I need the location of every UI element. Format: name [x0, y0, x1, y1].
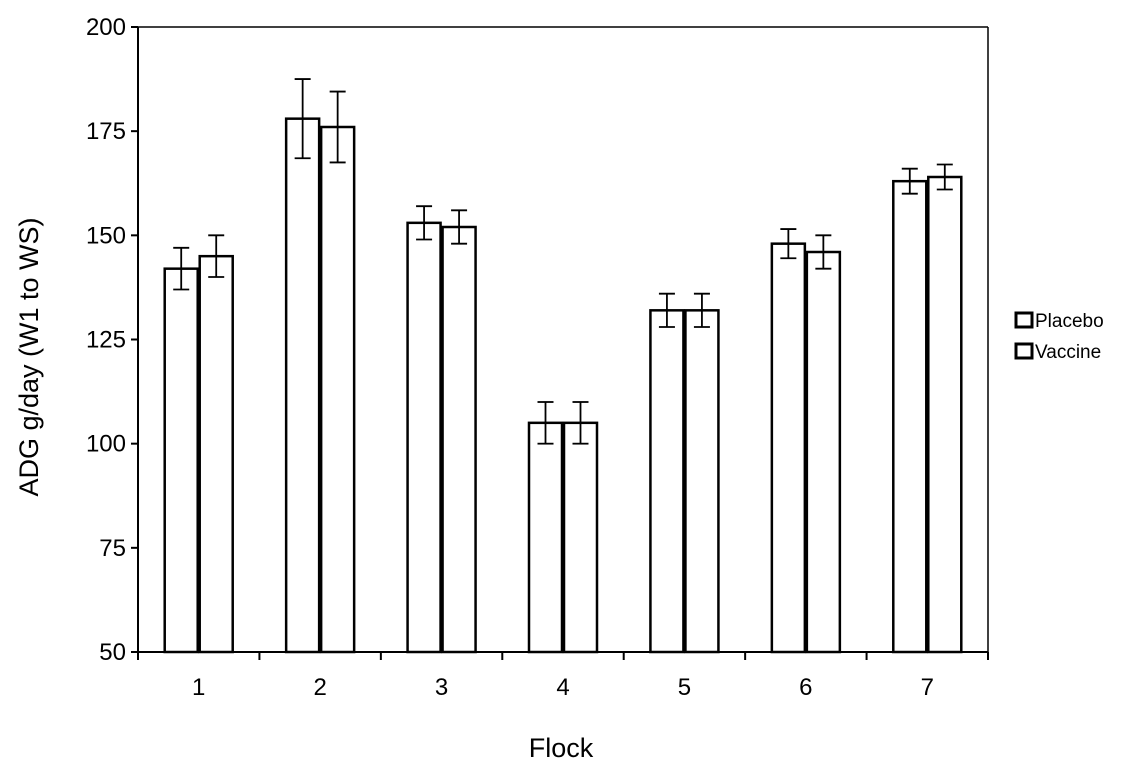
- x-tick-label: 1: [192, 674, 205, 701]
- error-bar: [780, 228, 797, 260]
- error-bar: [815, 234, 832, 270]
- error-bar: [329, 90, 346, 164]
- error-bar: [416, 205, 433, 241]
- x-axis-label: Flock: [529, 733, 594, 763]
- plot-frame: [138, 26, 989, 652]
- error-bar: [451, 209, 468, 245]
- error-bar: [294, 78, 311, 160]
- bar: [927, 175, 963, 654]
- bar: [319, 125, 356, 654]
- error-bar: [572, 401, 589, 445]
- legend-label: Vaccine: [1035, 342, 1101, 363]
- error-bar: [537, 401, 554, 445]
- bar: [163, 267, 199, 654]
- y-axis: 50 75 100 125 150 175 200: [86, 14, 139, 666]
- error-bar: [658, 292, 675, 328]
- bars-group: [163, 117, 963, 654]
- bar: [562, 421, 599, 654]
- error-bar: [693, 292, 710, 328]
- y-axis-label: ADG g/day (W1 to WS): [14, 217, 44, 496]
- y-tick-label: 175: [86, 118, 126, 145]
- y-tick-label: 100: [86, 431, 126, 458]
- x-tick-label: 2: [313, 674, 326, 701]
- y-tick-label: 200: [86, 14, 126, 41]
- y-tick-label: 50: [99, 639, 126, 666]
- legend-swatch: [1014, 311, 1034, 329]
- bar: [284, 117, 321, 654]
- legend-item: Placebo: [1014, 311, 1104, 332]
- legend-swatch: [1014, 342, 1034, 360]
- y-tick-label: 75: [99, 535, 126, 562]
- error-bar: [208, 234, 225, 278]
- x-axis: 1 2 3 4 5 6 7: [137, 651, 989, 701]
- error-bar: [936, 163, 953, 191]
- error-bar: [901, 167, 918, 195]
- bar: [805, 250, 842, 654]
- bar: [649, 309, 685, 654]
- x-tick-label: 6: [799, 674, 812, 701]
- y-tick-label: 150: [86, 222, 126, 249]
- bar: [441, 225, 477, 654]
- bar: [406, 221, 442, 654]
- x-tick-label: 3: [435, 674, 448, 701]
- legend-item: Vaccine: [1014, 342, 1101, 363]
- bar: [527, 421, 564, 654]
- y-tick-label: 125: [86, 327, 126, 354]
- bar: [770, 242, 807, 654]
- x-tick-label: 5: [678, 674, 691, 701]
- error-bars-group: [173, 78, 953, 445]
- x-tick-label: 7: [921, 674, 934, 701]
- error-bar: [173, 246, 190, 291]
- bar: [684, 309, 720, 654]
- legend: Placebo Vaccine: [1014, 311, 1104, 363]
- bar: [198, 254, 234, 654]
- legend-label: Placebo: [1035, 311, 1104, 332]
- bar: [892, 179, 928, 654]
- x-tick-label: 4: [556, 674, 569, 701]
